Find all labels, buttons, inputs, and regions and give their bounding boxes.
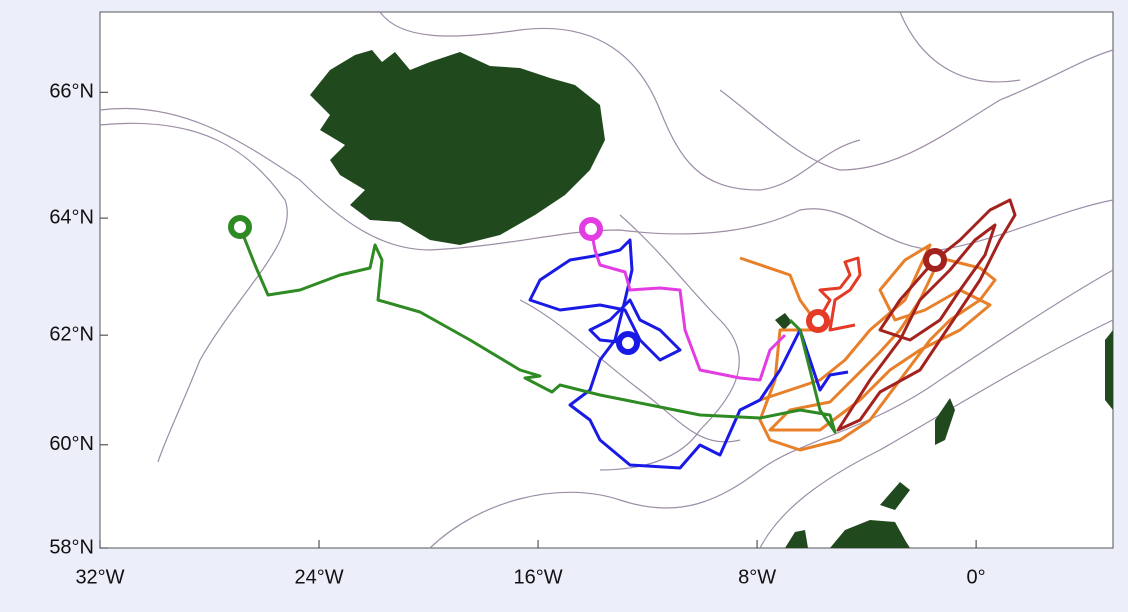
norway	[1105, 330, 1113, 410]
marker	[923, 248, 947, 272]
track-blue	[528, 238, 849, 470]
marker	[579, 217, 603, 241]
x-tick-label: 8°W	[738, 566, 776, 588]
map-frame	[99, 11, 1114, 549]
y-tick-label: 60°N	[49, 433, 94, 455]
x-tick-label: 16°W	[513, 566, 562, 588]
track-darkred	[836, 198, 1017, 432]
start-markers	[228, 215, 947, 355]
faroe	[775, 313, 792, 330]
y-tick-label: 62°N	[49, 323, 94, 345]
land	[310, 50, 1113, 548]
x-tick-label: 0°	[967, 566, 986, 588]
scotland	[785, 482, 910, 548]
x-tick-label: 24°W	[294, 566, 343, 588]
y-tick-label: 64°N	[49, 206, 94, 228]
track-orange	[739, 243, 997, 452]
marker	[228, 215, 252, 239]
iceland	[310, 50, 605, 245]
track-red	[816, 256, 862, 332]
shetland	[935, 398, 955, 445]
marker	[616, 331, 640, 355]
y-tick-label: 58°N	[49, 536, 94, 558]
track-magenta	[589, 228, 787, 382]
x-tick-label: 32°W	[75, 566, 124, 588]
track-green	[238, 226, 837, 434]
y-tick-label: 66°N	[49, 81, 94, 103]
tracks	[238, 198, 1017, 470]
marker	[806, 309, 830, 333]
